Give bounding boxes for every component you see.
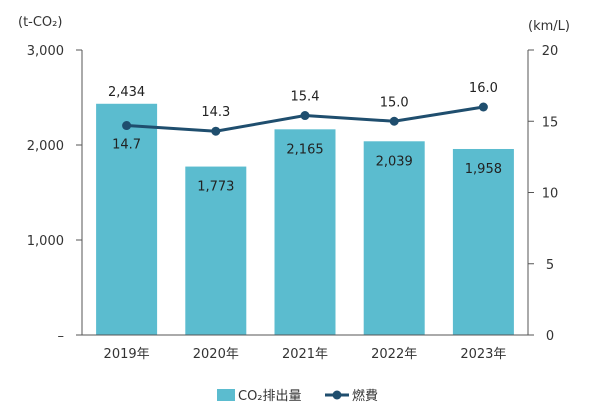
legend-line-marker	[332, 390, 342, 400]
category-label: 2022年	[371, 347, 417, 362]
right-axis-unit: (km/L)	[528, 19, 570, 34]
left-axis-ticks: – 1,000 2,000 3,000	[27, 44, 64, 344]
bar	[452, 148, 514, 335]
bar-data-label: 2,039	[376, 154, 413, 169]
left-tick-label: 3,000	[27, 44, 64, 59]
category-label: 2021年	[282, 347, 328, 362]
right-tick-label: 20	[542, 44, 559, 59]
line-data-label: 16.0	[469, 81, 498, 96]
left-tick-label: –	[58, 329, 65, 344]
line-point	[478, 102, 488, 112]
line-data-label: 15.0	[380, 95, 409, 110]
bar-series	[96, 103, 514, 336]
right-tick-label: 10	[542, 187, 559, 202]
bar	[274, 129, 336, 335]
bar	[363, 141, 425, 335]
line-data-label: 14.7	[112, 138, 141, 153]
bar	[185, 166, 247, 335]
bar-data-label: 2,165	[286, 142, 323, 157]
legend-bar-label: CO₂排出量	[238, 389, 302, 404]
bar-data-labels: 2,434 1,773 2,165 2,039 1,958	[108, 85, 502, 195]
line-point	[211, 126, 221, 136]
category-label: 2019年	[104, 347, 150, 362]
line-data-labels: 14.7 14.3 15.4 15.0 16.0	[112, 81, 498, 153]
line-point	[122, 121, 132, 131]
category-labels: 2019年 2020年 2021年 2022年 2023年	[104, 347, 507, 362]
right-tick-label: 5	[546, 258, 554, 273]
line-point	[389, 116, 399, 126]
right-tick-label: 0	[546, 329, 554, 344]
legend-bar-swatch	[217, 389, 235, 401]
bar-data-label: 1,958	[465, 162, 502, 177]
legend-line-label: 燃費	[352, 388, 378, 404]
axes	[76, 49, 534, 336]
category-label: 2020年	[193, 347, 239, 362]
line-point	[300, 111, 310, 121]
right-tick-label: 15	[542, 115, 559, 130]
category-label: 2023年	[460, 347, 506, 362]
legend: CO₂排出量 燃費	[217, 388, 378, 404]
line-series	[122, 102, 488, 136]
left-axis-unit: (t-CO₂)	[18, 15, 62, 30]
line-data-label: 15.4	[291, 90, 320, 105]
left-tick-label: 2,000	[27, 139, 64, 154]
bar	[96, 103, 158, 336]
bar-data-label: 1,773	[197, 180, 234, 195]
left-tick-label: 1,000	[27, 234, 64, 249]
bar-data-label: 2,434	[108, 85, 145, 100]
right-axis-ticks: 0 5 10 15 20	[542, 44, 559, 344]
line-data-label: 14.3	[201, 105, 230, 120]
